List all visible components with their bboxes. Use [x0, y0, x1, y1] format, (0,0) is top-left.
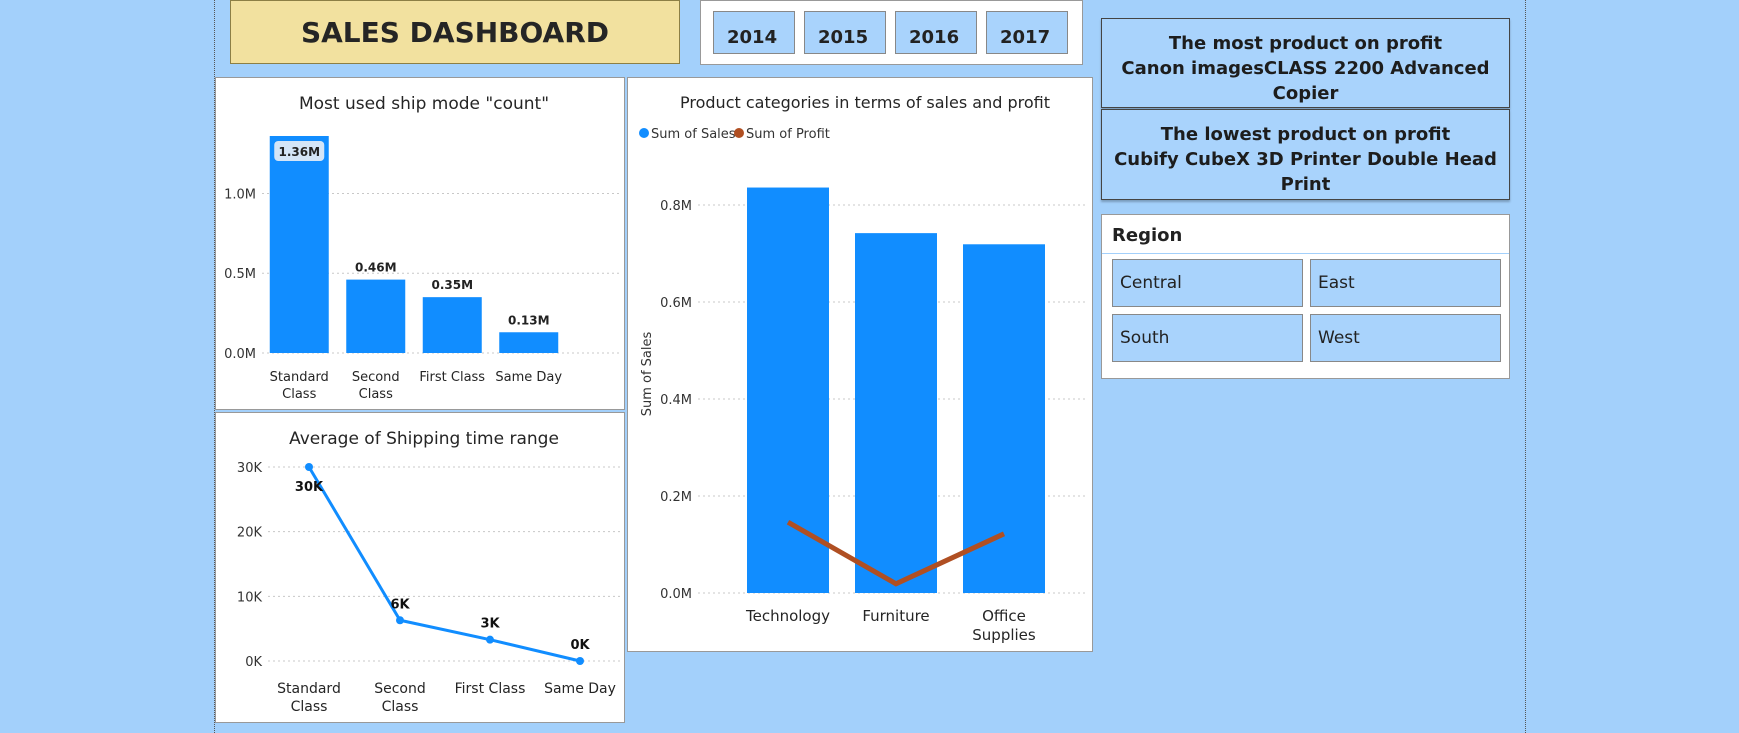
data-label-bg — [274, 141, 325, 161]
ship-mode-chart-panel: Most used ship mode "count" 0.0M 0.5M 1.0M 1… — [215, 77, 625, 410]
chart-title: Most used ship mode "count" — [299, 94, 549, 114]
x-tick-label: Furniture — [862, 607, 929, 625]
x-tick-label: Office Supplies — [972, 607, 1036, 644]
region-button-south[interactable]: South — [1112, 314, 1303, 362]
data-label: 3K — [480, 617, 500, 632]
y-tick-label: 10K — [237, 590, 263, 605]
y-tick-label: 0.0M — [660, 587, 692, 602]
legend-marker-sales — [639, 128, 649, 138]
x-tick-label: First Class — [455, 681, 526, 697]
shipping-time-chart: Average of Shipping time range 0K 10K 20K 30… — [237, 429, 621, 715]
data-label: 30K — [295, 480, 324, 495]
canvas-right-edge — [1525, 0, 1526, 733]
bar — [422, 297, 482, 353]
most-profit-heading: The most product on profit — [1168, 33, 1443, 54]
data-label: 0K — [570, 638, 590, 653]
data-point — [305, 463, 313, 471]
legend-label-sales: Sum of Sales — [651, 127, 736, 142]
data-label: 0.13M — [508, 313, 550, 327]
data-label: 0.46M — [355, 261, 397, 275]
lowest-profit-product: Cubify CubeX 3D Printer Double Head Prin… — [1114, 149, 1497, 195]
legend-marker-profit — [734, 128, 744, 138]
bar-sales — [747, 187, 829, 593]
region-slicer-title: Region — [1112, 225, 1183, 246]
dashboard-title: SALES DASHBOARD — [230, 0, 680, 64]
bar-sales — [855, 233, 937, 593]
data-point — [486, 635, 494, 644]
y-tick-label: 20K — [237, 526, 263, 541]
profit-line — [786, 520, 1006, 587]
region-button-east[interactable]: East — [1310, 259, 1501, 307]
data-label: 1.36M — [278, 145, 320, 159]
year-button-2014[interactable]: 2014 — [713, 11, 795, 54]
x-tick-label: Second Class — [374, 681, 426, 715]
data-point — [576, 657, 584, 665]
y-tick-label: 0.6M — [660, 296, 692, 311]
x-tick-label: Same Day — [544, 681, 616, 697]
region-slicer: Region Central East South West — [1101, 214, 1510, 379]
y-tick-label: 0K — [245, 655, 262, 670]
x-tick-label: Standard Class — [270, 370, 329, 402]
data-label: 0.35M — [431, 278, 473, 292]
year-slicer: 2014 2015 2016 2017 — [700, 0, 1083, 65]
y-tick-label: 0.4M — [660, 393, 692, 408]
y-tick-label: 1.0M — [224, 187, 256, 202]
bar — [269, 136, 329, 353]
year-button-2016[interactable]: 2016 — [895, 11, 977, 54]
lowest-profit-card: The lowest product on profit Cubify Cube… — [1101, 109, 1510, 200]
category-chart-panel: Product categories in terms of sales and… — [627, 77, 1093, 652]
category-sales-profit-chart: Product categories in terms of sales and… — [639, 93, 1088, 644]
year-button-2015[interactable]: 2015 — [804, 11, 886, 54]
series-line — [307, 466, 581, 663]
y-axis-label: Sum of Sales — [640, 332, 655, 417]
most-profit-card: The most product on profit Canon imagesC… — [1101, 18, 1510, 108]
x-tick-label: Same Day — [495, 370, 562, 385]
y-tick-label: 0.5M — [224, 267, 256, 282]
shipping-time-chart-panel: Average of Shipping time range 0K 10K 20K 30… — [215, 412, 625, 723]
bar — [499, 332, 559, 353]
lowest-profit-heading: The lowest product on profit — [1160, 124, 1451, 145]
most-profit-product: Canon imagesCLASS 2200 Advanced Copier — [1121, 58, 1490, 104]
data-point — [396, 616, 404, 625]
bar-sales — [963, 244, 1045, 593]
region-button-central[interactable]: Central — [1112, 259, 1303, 307]
ship-mode-chart: Most used ship mode "count" 0.0M 0.5M 1.0M 1… — [224, 94, 621, 402]
x-tick-label: Technology — [745, 607, 830, 625]
canvas-left-edge — [214, 0, 215, 733]
chart-title: Product categories in terms of sales and… — [680, 93, 1050, 112]
y-tick-label: 30K — [237, 461, 263, 476]
x-tick-label: Second Class — [352, 370, 400, 402]
region-button-west[interactable]: West — [1310, 314, 1501, 362]
x-tick-label: First Class — [419, 370, 485, 385]
y-tick-label: 0.8M — [660, 199, 692, 214]
chart-title: Average of Shipping time range — [289, 429, 559, 449]
region-divider — [1102, 253, 1509, 254]
bar — [346, 279, 406, 353]
data-label: 6K — [390, 597, 410, 612]
y-tick-label: 0.2M — [660, 490, 692, 505]
legend-label-profit: Sum of Profit — [746, 127, 830, 142]
y-tick-label: 0.0M — [224, 347, 256, 362]
year-button-2017[interactable]: 2017 — [986, 11, 1068, 54]
x-tick-label: Standard Class — [277, 681, 341, 715]
